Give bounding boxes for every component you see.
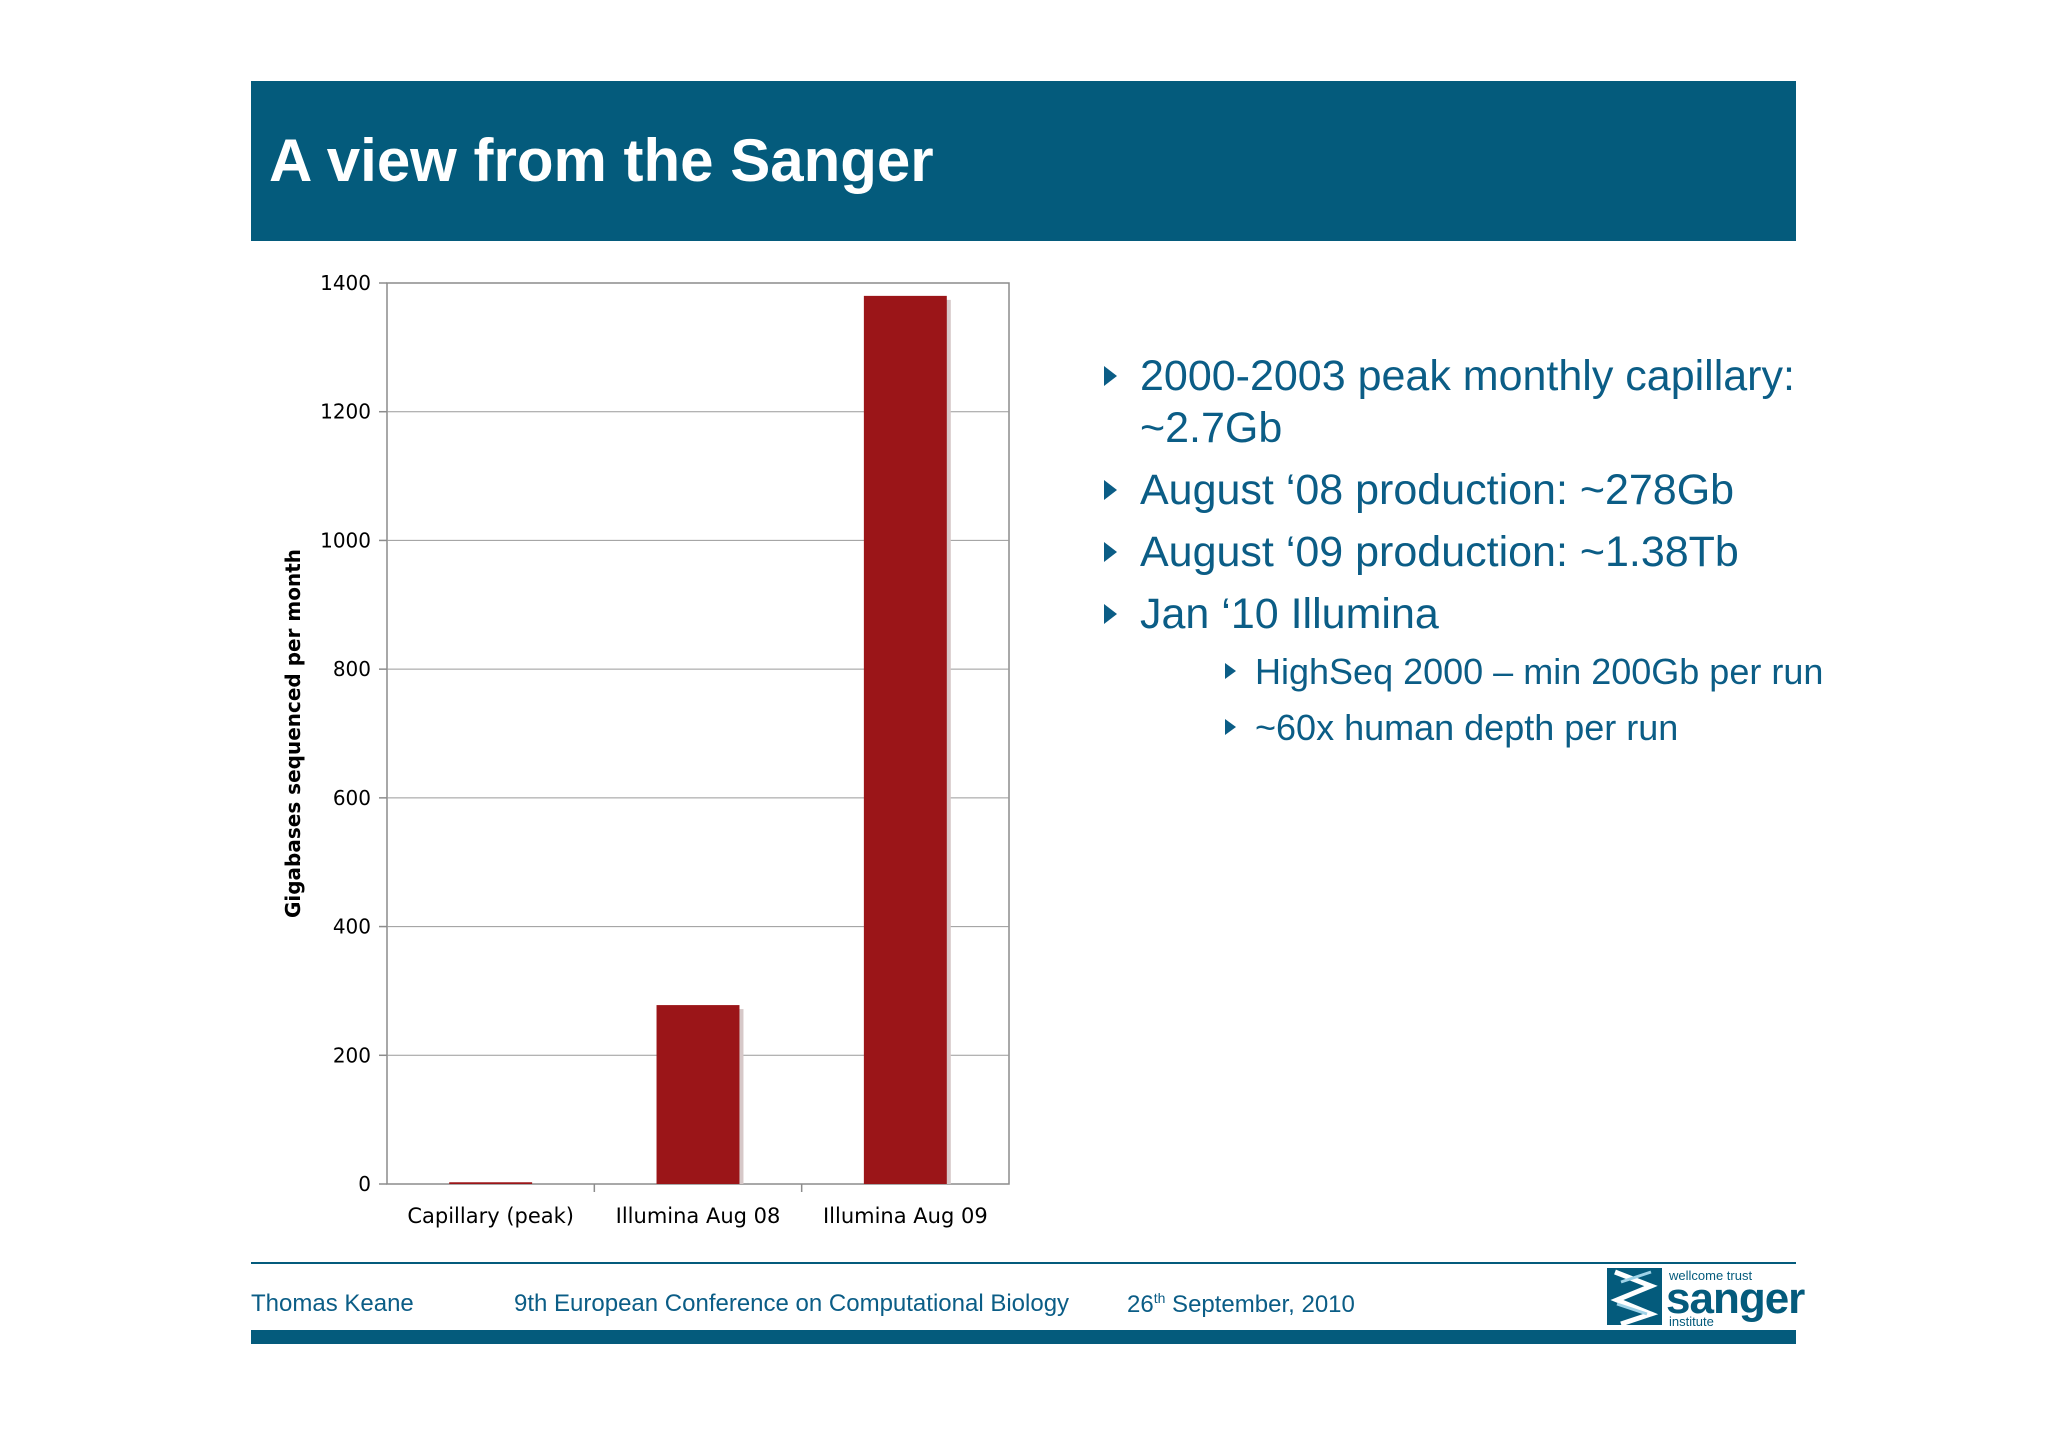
bar-chart: 0 200 400 600 800 1000 1200 1400 Capillary (peak… xyxy=(281,271,1010,1228)
bullet-item: 2000-2003 peak monthly capillary: ~2.7Gb xyxy=(1100,350,1860,454)
bullet-item: August ‘09 production: ~1.38Tb xyxy=(1100,526,1860,578)
bar xyxy=(656,1005,740,1184)
bullet-arrow-icon xyxy=(1104,542,1117,562)
x-tick-label: Capillary (peak) xyxy=(407,1204,574,1228)
y-tick-label: 1000 xyxy=(320,528,371,552)
bullet-list: 2000-2003 peak monthly capillary: ~2.7Gb… xyxy=(1100,350,1860,762)
bullet-text: Jan ‘10 Illumina xyxy=(1140,590,1439,638)
logo-top-text: wellcome trust xyxy=(1669,1268,1753,1283)
bullet-text: HighSeq 2000 – min 200Gb per run xyxy=(1255,651,1824,692)
dna-helix-icon xyxy=(1607,1268,1662,1327)
bullet-arrow-icon xyxy=(1225,719,1236,735)
bullet-text: August ‘09 production: ~1.38Tb xyxy=(1140,528,1739,576)
y-tick-label: 400 xyxy=(333,915,371,939)
bullet-text: August ‘08 production: ~278Gb xyxy=(1140,466,1735,514)
sub-bullet-item: HighSeq 2000 – min 200Gb per run xyxy=(1225,650,1860,694)
footer-date-suffix: th xyxy=(1153,1290,1166,1306)
footer-author: Thomas Keane xyxy=(251,1290,414,1317)
sub-bullet-item: ~60x human depth per run xyxy=(1225,706,1860,750)
bullet-text: 2000-2003 peak monthly capillary: ~2.7Gb xyxy=(1140,352,1795,452)
logo-wordmark: sanger xyxy=(1666,1274,1805,1323)
slide-title: A view from the Sanger xyxy=(269,127,934,194)
y-tick-label: 1400 xyxy=(320,271,371,295)
bullet-item: August ‘08 production: ~278Gb xyxy=(1100,464,1860,516)
logo-bottom-text: institute xyxy=(1669,1314,1714,1329)
footer-divider xyxy=(251,1262,1796,1264)
footer-date-rest: September, 2010 xyxy=(1165,1291,1355,1318)
bullet-arrow-icon xyxy=(1225,663,1236,679)
bullet-arrow-icon xyxy=(1104,480,1117,500)
y-tick-label: 200 xyxy=(333,1043,371,1067)
y-tick-label: 1200 xyxy=(320,400,371,424)
footer-date-day: 26 xyxy=(1127,1291,1154,1318)
bullet-item: Jan ‘10 Illumina xyxy=(1100,588,1860,640)
y-axis-label: Gigabases sequenced per month xyxy=(281,549,305,918)
y-tick-label: 600 xyxy=(333,786,371,810)
bullet-arrow-icon xyxy=(1104,604,1117,624)
x-tick-label: Illumina Aug 09 xyxy=(823,1204,988,1228)
footer-bar xyxy=(251,1330,1796,1344)
y-tick-label: 800 xyxy=(333,657,371,681)
bullet-arrow-icon xyxy=(1104,366,1117,386)
y-tick-label: 0 xyxy=(358,1172,371,1196)
bullet-text: ~60x human depth per run xyxy=(1255,707,1679,748)
bar xyxy=(449,1182,533,1184)
title-bar: A view from the Sanger xyxy=(251,81,1796,241)
bar xyxy=(863,295,947,1184)
footer-conference: 9th European Conference on Computational… xyxy=(514,1290,1070,1317)
x-tick-label: Illumina Aug 08 xyxy=(616,1204,781,1228)
footer-date: 26th September, 2010 xyxy=(1127,1290,1355,1319)
